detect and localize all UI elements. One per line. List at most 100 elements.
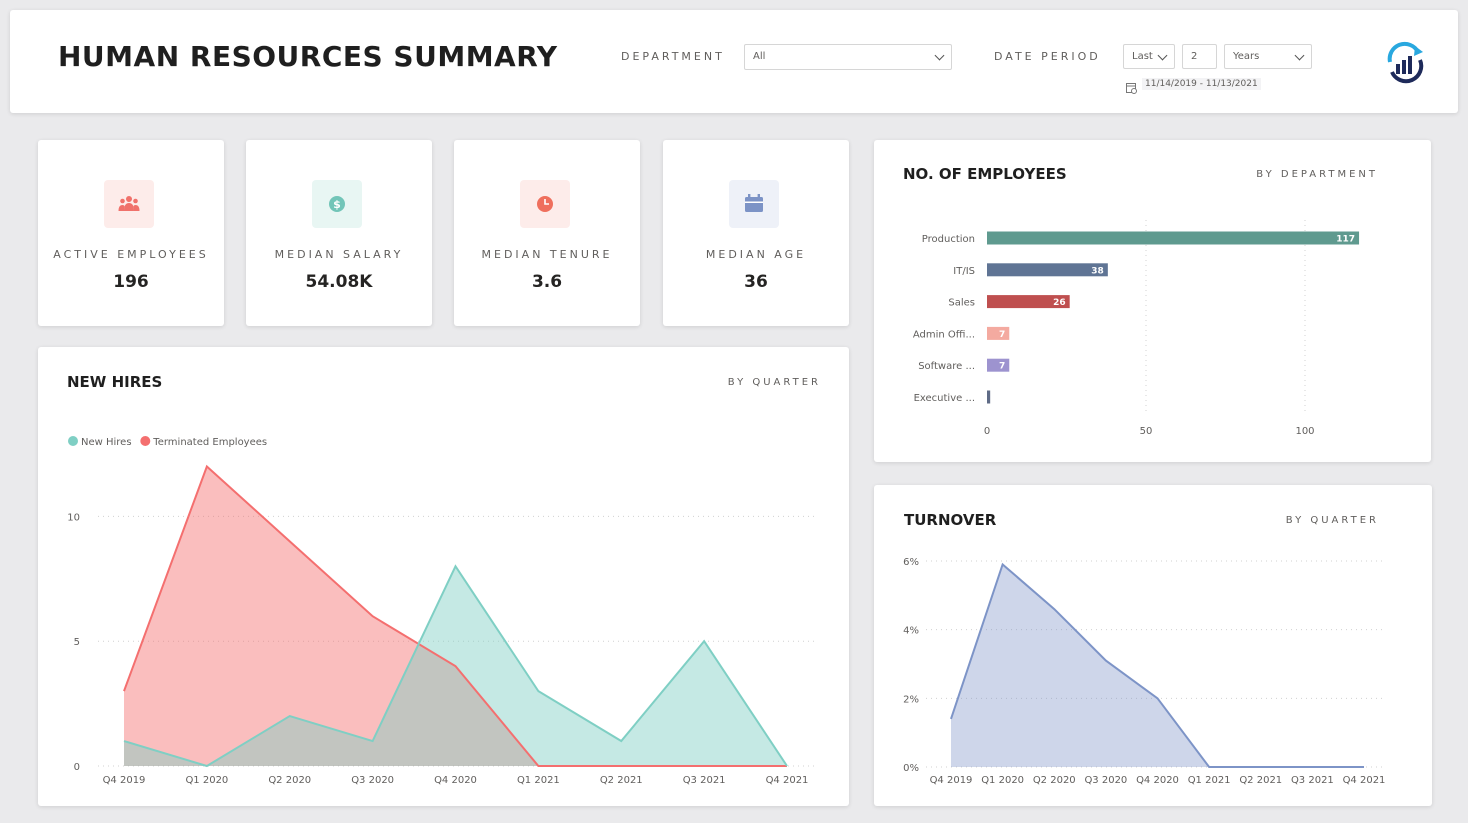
x-tick-label: Q4 2021 bbox=[766, 775, 809, 786]
x-tick-label: 100 bbox=[1295, 426, 1314, 437]
panel-title: TURNOVER bbox=[904, 511, 997, 529]
bar bbox=[987, 390, 991, 404]
series-line-turnover bbox=[950, 562, 1364, 768]
period-mode-value: Last bbox=[1132, 51, 1153, 62]
y-tick-label: 6% bbox=[903, 557, 919, 568]
panel-title: NEW HIRES bbox=[67, 373, 163, 391]
new-hires-chart: 0 5 10 Q4 2019 Q1 2020 Q2 2020 Q3 2020 Q4 2020 Q… bbox=[67, 436, 818, 786]
y-tick-label: 0% bbox=[903, 763, 919, 774]
x-tick-label: Q1 2020 bbox=[981, 775, 1024, 786]
bar bbox=[987, 231, 1360, 245]
y-tick-label: 2% bbox=[903, 694, 919, 705]
kpi-card-median-tenure: MEDIAN TENURE 3.6 bbox=[454, 140, 640, 326]
chevron-down-icon bbox=[1294, 50, 1305, 61]
kpi-label: MEDIAN AGE bbox=[705, 248, 807, 261]
kpi-value: 36 bbox=[744, 272, 768, 292]
panel-subtitle: BY QUARTER bbox=[727, 377, 821, 388]
department-dropdown-value: All bbox=[753, 51, 766, 62]
x-tick-label: Q1 2020 bbox=[185, 775, 228, 786]
legend-marker bbox=[140, 436, 151, 446]
employees-bar-chart: 0 50 100 Production 117 IT/IS 38 Sales 26 Admin O… bbox=[913, 220, 1360, 437]
x-tick-label: 0 bbox=[984, 426, 990, 437]
legend-marker bbox=[68, 436, 78, 446]
department-filter-label: DEPARTMENT bbox=[621, 50, 725, 63]
x-tick-label: 50 bbox=[1140, 426, 1153, 437]
company-logo bbox=[1387, 41, 1424, 84]
chevron-down-icon bbox=[934, 50, 945, 61]
x-tick-label: Q2 2020 bbox=[1033, 775, 1076, 786]
kpi-value: 54.08K bbox=[305, 272, 373, 292]
panel-subtitle: BY QUARTER bbox=[1285, 515, 1379, 526]
category-label: Admin Offi... bbox=[913, 329, 975, 340]
category-label: IT/IS bbox=[953, 266, 975, 277]
turnover-chart: 0% 2% 4% 6% Q4 2019 Q1 2020 Q2 2020 Q3 2020 Q4 2… bbox=[903, 557, 1386, 786]
x-tick-label: Q2 2021 bbox=[600, 775, 643, 786]
x-tick-label: Q3 2021 bbox=[1291, 775, 1334, 786]
period-unit-dropdown[interactable]: Years bbox=[1224, 44, 1312, 69]
dollar-icon: $ bbox=[312, 180, 362, 228]
kpi-value: 196 bbox=[113, 272, 149, 292]
data-label: 7 bbox=[999, 362, 1005, 372]
series-line-new-hires bbox=[123, 564, 788, 768]
x-tick-label: Q1 2021 bbox=[517, 775, 560, 786]
area-turnover bbox=[951, 564, 1364, 767]
data-label: 7 bbox=[999, 330, 1005, 340]
x-tick-label: Q2 2020 bbox=[268, 775, 311, 786]
bar bbox=[987, 358, 1010, 372]
kpi-card-median-salary: $ MEDIAN SALARY 54.08K bbox=[246, 140, 432, 326]
x-tick-label: Q3 2020 bbox=[351, 775, 394, 786]
calendar-icon[interactable] bbox=[1126, 82, 1137, 94]
new-hires-panel: NEW HIRES BY QUARTER 0 5 10 Q4 2019 Q1 2020 Q… bbox=[38, 347, 849, 806]
calendar-icon bbox=[729, 180, 779, 228]
data-label: 26 bbox=[1053, 298, 1066, 308]
data-label: 117 bbox=[1336, 235, 1355, 245]
kpi-label: MEDIAN TENURE bbox=[481, 248, 613, 261]
x-tick-label: Q3 2020 bbox=[1084, 775, 1127, 786]
date-period-label: DATE PERIOD bbox=[994, 50, 1101, 63]
series-line-terminated-employees bbox=[123, 464, 787, 767]
data-label: 38 bbox=[1091, 266, 1104, 276]
header-bar: HUMAN RESOURCES SUMMARY DEPARTMENT All D… bbox=[10, 10, 1458, 113]
page-title: HUMAN RESOURCES SUMMARY bbox=[58, 40, 558, 73]
department-dropdown[interactable]: All bbox=[744, 44, 952, 70]
kpi-label: ACTIVE EMPLOYEES bbox=[53, 248, 209, 261]
turnover-panel: TURNOVER BY QUARTER 0% 2% 4% 6% Q4 2019 Q1 20… bbox=[874, 485, 1432, 806]
legend-label: New Hires bbox=[81, 437, 132, 448]
kpi-card-active-employees: ACTIVE EMPLOYEES 196 bbox=[38, 140, 224, 326]
x-tick-label: Q2 2021 bbox=[1239, 775, 1282, 786]
bar bbox=[987, 326, 1010, 340]
y-tick-label: 10 bbox=[67, 512, 80, 523]
kpi-value: 3.6 bbox=[531, 272, 563, 292]
x-tick-label: Q4 2019 bbox=[930, 775, 973, 786]
y-tick-label: 5 bbox=[74, 637, 80, 648]
bar bbox=[987, 295, 1070, 309]
panel-subtitle: BY DEPARTMENT bbox=[1256, 169, 1378, 180]
panel-title: NO. OF EMPLOYEES bbox=[903, 165, 1067, 183]
category-label: Sales bbox=[948, 298, 975, 309]
period-count-input[interactable]: 2 bbox=[1182, 44, 1217, 69]
date-range-text: 11/14/2019 - 11/13/2021 bbox=[1142, 78, 1261, 90]
svg-text:$: $ bbox=[333, 198, 341, 211]
y-tick-label: 0 bbox=[74, 762, 80, 773]
period-mode-dropdown[interactable]: Last bbox=[1123, 44, 1175, 69]
x-tick-label: Q4 2020 bbox=[434, 775, 477, 786]
bar bbox=[987, 263, 1108, 277]
category-label: Software ... bbox=[918, 361, 975, 372]
kpi-card-median-age: MEDIAN AGE 36 bbox=[663, 140, 849, 326]
people-icon bbox=[104, 180, 154, 228]
y-tick-label: 4% bbox=[903, 626, 919, 637]
category-label: Production bbox=[922, 234, 975, 245]
chevron-down-icon bbox=[1157, 50, 1168, 61]
kpi-label: MEDIAN SALARY bbox=[274, 248, 404, 261]
x-tick-label: Q4 2019 bbox=[103, 775, 146, 786]
period-count-value: 2 bbox=[1191, 51, 1198, 62]
period-unit-value: Years bbox=[1233, 51, 1260, 62]
x-tick-label: Q4 2021 bbox=[1343, 775, 1386, 786]
x-tick-label: Q4 2020 bbox=[1136, 775, 1179, 786]
category-label: Executive ... bbox=[914, 393, 975, 404]
legend-label: Terminated Employees bbox=[152, 437, 267, 448]
x-tick-label: Q1 2021 bbox=[1188, 775, 1231, 786]
employees-by-department-panel: NO. OF EMPLOYEES BY DEPARTMENT 0 50 100 Pro… bbox=[874, 140, 1431, 462]
x-tick-label: Q3 2021 bbox=[683, 775, 726, 786]
clock-icon bbox=[520, 180, 570, 228]
